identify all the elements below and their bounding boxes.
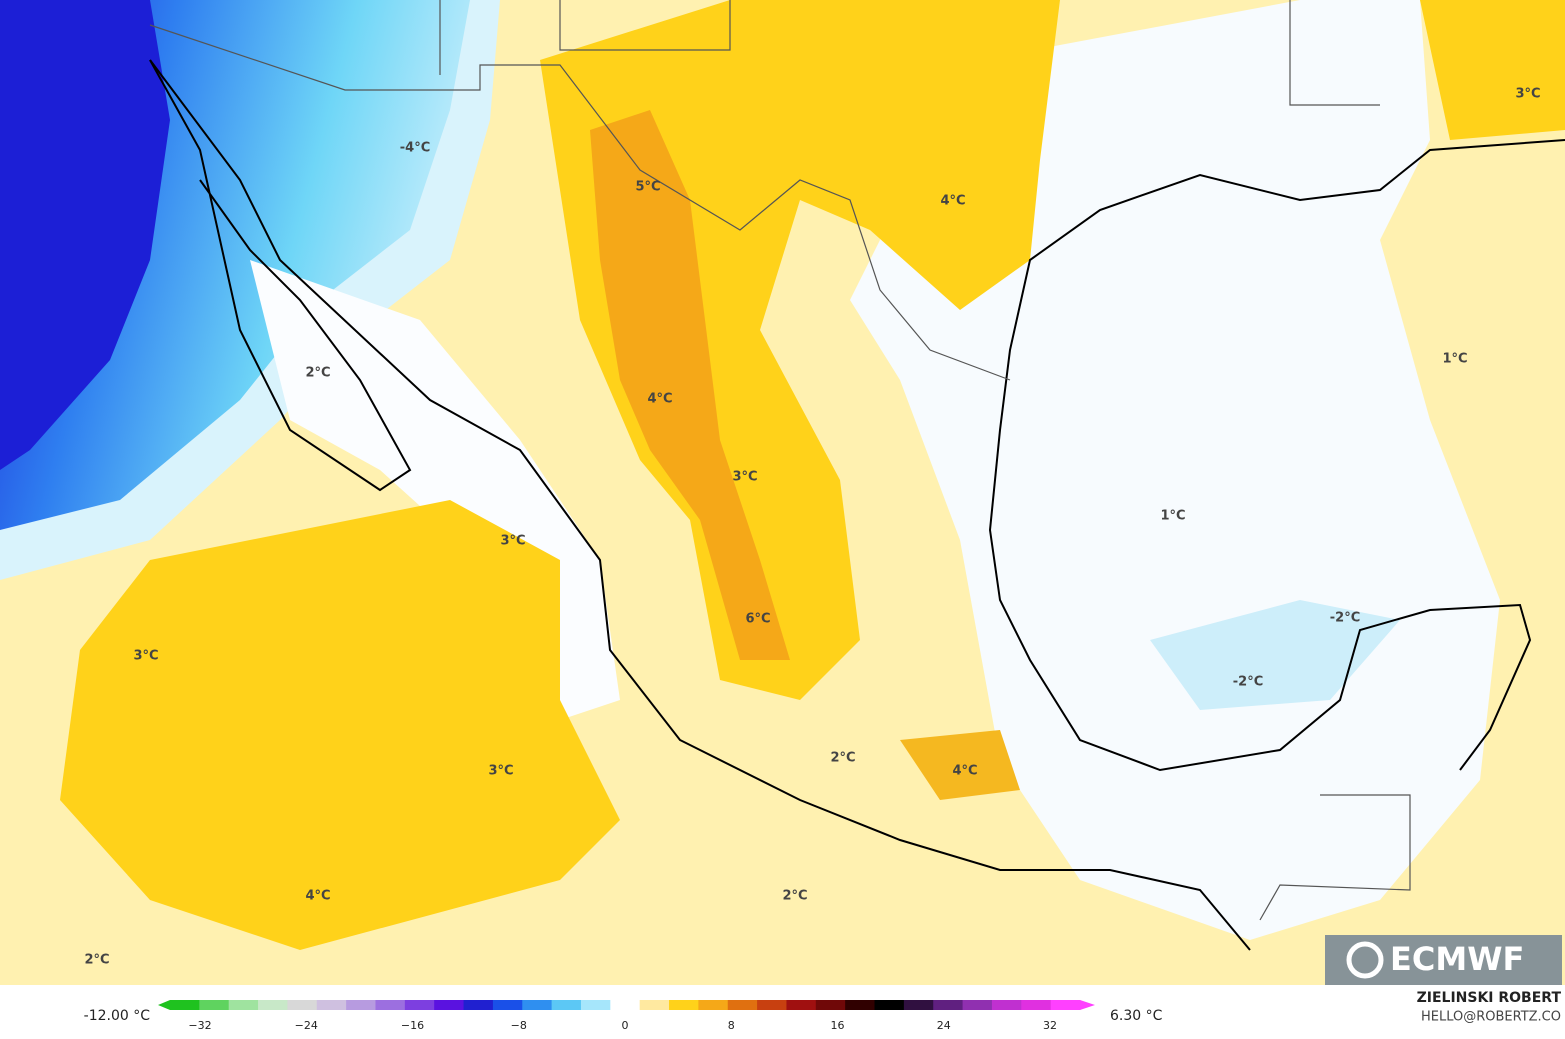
colorbar-cell bbox=[610, 1000, 641, 1010]
border bbox=[439, 0, 1380, 106]
colorbar-tick-label: 24 bbox=[937, 1019, 951, 1032]
contour-label: -2°C bbox=[1330, 611, 1360, 626]
colorbar-cell bbox=[228, 1000, 259, 1010]
contour-label: 3°C bbox=[732, 470, 757, 485]
colorbar-cell bbox=[815, 1000, 846, 1010]
contour-label: 2°C bbox=[830, 751, 855, 766]
colorbar-cell bbox=[551, 1000, 582, 1010]
colorbar-cell bbox=[962, 1000, 993, 1010]
contour-label: 2°C bbox=[305, 366, 330, 381]
colorbar-end bbox=[158, 1000, 170, 1010]
colorbar-tick-label: 32 bbox=[1043, 1019, 1057, 1032]
warm-region bbox=[60, 500, 620, 950]
colorbar-cell bbox=[1021, 1000, 1052, 1010]
credit-name: ZIELINSKI ROBERT bbox=[1417, 990, 1562, 1006]
colorbar-min-label: -12.00 °C bbox=[84, 1008, 151, 1024]
border bbox=[149, 24, 1011, 381]
colorbar-cell bbox=[669, 1000, 699, 1010]
colorbar-tick-label: 8 bbox=[728, 1019, 735, 1032]
colorbar-max-label: 6.30 °C bbox=[1110, 1008, 1163, 1024]
warm-patch bbox=[900, 730, 1020, 800]
contour-label: 4°C bbox=[647, 392, 672, 407]
contour-label: 3°C bbox=[488, 764, 513, 779]
colorbar-cell bbox=[1050, 1000, 1081, 1010]
colorbar-cell bbox=[199, 1000, 230, 1010]
colorbar-tick-label: 0 bbox=[622, 1019, 629, 1032]
colorbar-cell bbox=[903, 1000, 934, 1010]
colorbar-tick-label: −16 bbox=[401, 1019, 424, 1032]
colorbar-cell bbox=[580, 1000, 611, 1010]
colorbar-cell bbox=[434, 1000, 465, 1010]
colorbar-cell bbox=[845, 1000, 876, 1010]
colorbar-cell bbox=[287, 1000, 318, 1010]
colorbar-cell bbox=[375, 1000, 406, 1010]
borders bbox=[149, 0, 1411, 921]
border bbox=[1259, 794, 1411, 921]
coastline bbox=[149, 59, 1565, 951]
contour-label: 4°C bbox=[940, 194, 965, 209]
cool-patch bbox=[1150, 600, 1400, 710]
contour-label: 4°C bbox=[305, 889, 330, 904]
contour-label: -2°C bbox=[1233, 675, 1263, 690]
logo-text: ECMWF bbox=[1390, 940, 1524, 978]
contour-label: 6°C bbox=[745, 612, 770, 627]
colorbar-cell bbox=[933, 1000, 964, 1010]
colorbar-cell bbox=[757, 1000, 787, 1010]
colorbar-cell bbox=[874, 1000, 905, 1010]
pacific-coast bbox=[149, 59, 1251, 951]
colorbar-cell bbox=[639, 1000, 670, 1010]
colorbar-tick-label: −32 bbox=[188, 1019, 211, 1032]
contour-labels: -4°C 5°C 4°C 3°C 1°C 2°C 4°C 3°C 1°C 3°C -2°C 6°C 3°… bbox=[84, 87, 1540, 968]
colorbar-cell bbox=[463, 1000, 494, 1010]
colorbar-cell bbox=[991, 1000, 1022, 1010]
credit-contact: HELLO@ROBERTZ.CO bbox=[1421, 1010, 1561, 1025]
cold-core bbox=[0, 0, 170, 470]
contour-label: 5°C bbox=[635, 180, 660, 195]
contour-label: 2°C bbox=[782, 889, 807, 904]
colorbar-cell bbox=[786, 1000, 817, 1010]
map: -4°C 5°C 4°C 3°C 1°C 2°C 4°C 3°C 1°C 3°C -2°C 6°C 3°… bbox=[0, 0, 1565, 985]
colorbar-cell bbox=[522, 1000, 553, 1010]
baja-coast bbox=[149, 59, 412, 492]
warm-region bbox=[1420, 0, 1565, 140]
logo-icon bbox=[1346, 941, 1384, 979]
contour-label: 2°C bbox=[84, 953, 109, 968]
colorbar: -12.00 °C 6.30 °C −32 −24 −16 −8 0 8 16 24 32 bbox=[84, 1000, 1163, 1032]
contour-label: 3°C bbox=[500, 534, 525, 549]
contour-label: -4°C bbox=[400, 141, 430, 156]
contour-label: 1°C bbox=[1442, 352, 1467, 367]
contour-label: 3°C bbox=[1515, 87, 1540, 102]
colorbar-cell bbox=[492, 1000, 523, 1010]
colorbar-cell bbox=[698, 1000, 729, 1010]
contour-label: 3°C bbox=[133, 649, 158, 664]
contour-label: 4°C bbox=[952, 764, 977, 779]
colorbar-tick-label: −24 bbox=[295, 1019, 318, 1032]
colorbar-cell bbox=[170, 1000, 200, 1010]
colorbar-tick-label: −8 bbox=[511, 1019, 527, 1032]
colorbar-cell bbox=[727, 1000, 758, 1010]
gulf-coast bbox=[988, 139, 1565, 772]
colorbar-cell bbox=[316, 1000, 347, 1010]
colorbar-end bbox=[1080, 1000, 1095, 1010]
colorbar-tick-label: 16 bbox=[831, 1019, 845, 1032]
logo-box: ECMWF bbox=[1325, 935, 1562, 985]
colorbar-cell bbox=[404, 1000, 435, 1010]
colorbar-cell bbox=[258, 1000, 288, 1010]
colorbar-cell bbox=[346, 1000, 376, 1010]
warm-core bbox=[590, 110, 790, 660]
contour-label: 1°C bbox=[1160, 509, 1185, 524]
